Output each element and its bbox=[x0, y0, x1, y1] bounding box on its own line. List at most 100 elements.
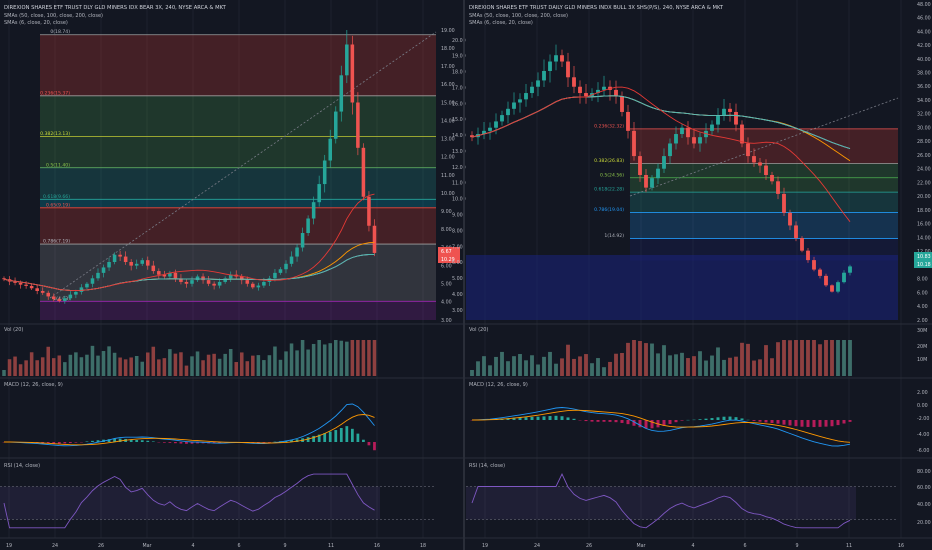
candle-body[interactable] bbox=[112, 254, 117, 262]
candle-body[interactable] bbox=[770, 175, 774, 182]
candle-body[interactable] bbox=[638, 156, 642, 175]
candle-body[interactable] bbox=[90, 278, 95, 284]
candle-body[interactable] bbox=[201, 276, 205, 281]
candle-body[interactable] bbox=[830, 285, 834, 292]
candle-body[interactable] bbox=[24, 284, 28, 286]
candle-body[interactable] bbox=[339, 75, 344, 112]
candle-body[interactable] bbox=[40, 291, 45, 293]
candle-body[interactable] bbox=[118, 254, 122, 257]
candle-body[interactable] bbox=[494, 121, 498, 128]
candle-body[interactable] bbox=[322, 160, 327, 185]
candle-body[interactable] bbox=[740, 124, 744, 144]
candle-body[interactable] bbox=[372, 225, 377, 253]
candle-body[interactable] bbox=[63, 298, 67, 301]
candle-body[interactable] bbox=[752, 156, 756, 163]
candle-body[interactable] bbox=[470, 135, 474, 138]
candle-body[interactable] bbox=[350, 44, 355, 103]
candle-body[interactable] bbox=[746, 143, 750, 157]
candle-body[interactable] bbox=[554, 55, 558, 62]
candle-body[interactable] bbox=[548, 61, 552, 71]
candle-body[interactable] bbox=[536, 80, 540, 87]
candle-body[interactable] bbox=[668, 143, 672, 157]
candle-body[interactable] bbox=[662, 156, 666, 169]
candle-body[interactable] bbox=[262, 281, 266, 286]
candle-body[interactable] bbox=[18, 282, 23, 285]
candle-body[interactable] bbox=[578, 86, 582, 94]
candle-body[interactable] bbox=[674, 134, 678, 144]
candle-body[interactable] bbox=[614, 89, 618, 97]
candle-body[interactable] bbox=[145, 260, 150, 266]
candle-body[interactable] bbox=[806, 250, 810, 261]
candle-body[interactable] bbox=[85, 283, 89, 288]
candle-body[interactable] bbox=[728, 108, 732, 112]
candle-body[interactable] bbox=[223, 278, 227, 282]
candle-body[interactable] bbox=[306, 218, 310, 234]
candle-body[interactable] bbox=[500, 115, 504, 122]
candle-body[interactable] bbox=[107, 262, 111, 268]
candle-body[interactable] bbox=[596, 89, 600, 94]
candle-body[interactable] bbox=[812, 260, 816, 270]
candle-body[interactable] bbox=[74, 291, 78, 295]
candle-body[interactable] bbox=[345, 44, 349, 76]
candle-body[interactable] bbox=[584, 93, 588, 97]
candle-body[interactable] bbox=[722, 108, 726, 116]
candle-body[interactable] bbox=[512, 102, 516, 109]
candle-body[interactable] bbox=[190, 280, 194, 284]
candle-body[interactable] bbox=[650, 178, 654, 188]
candle-body[interactable] bbox=[656, 168, 660, 179]
candle-body[interactable] bbox=[626, 111, 630, 131]
candle-body[interactable] bbox=[129, 262, 133, 266]
candle-body[interactable] bbox=[317, 184, 321, 203]
candle-body[interactable] bbox=[716, 115, 720, 125]
candle-body[interactable] bbox=[518, 99, 522, 103]
candle-body[interactable] bbox=[273, 272, 277, 279]
candle-body[interactable] bbox=[157, 271, 161, 275]
candle-body[interactable] bbox=[206, 280, 211, 284]
candle-body[interactable] bbox=[51, 296, 56, 300]
candle-body[interactable] bbox=[530, 86, 534, 94]
candle-body[interactable] bbox=[140, 260, 145, 264]
candle-body[interactable] bbox=[836, 282, 840, 292]
candle-body[interactable] bbox=[256, 285, 261, 288]
candle-body[interactable] bbox=[46, 292, 51, 297]
candle-body[interactable] bbox=[758, 162, 762, 166]
candle-body[interactable] bbox=[824, 275, 828, 286]
candle-body[interactable] bbox=[101, 267, 106, 273]
candle-body[interactable] bbox=[151, 265, 156, 272]
candle-body[interactable] bbox=[179, 278, 183, 282]
candle-body[interactable] bbox=[228, 274, 233, 279]
candle-body[interactable] bbox=[68, 294, 73, 299]
candle-body[interactable] bbox=[79, 287, 84, 292]
candle-body[interactable] bbox=[542, 70, 546, 81]
candle-body[interactable] bbox=[333, 111, 338, 139]
candle-body[interactable] bbox=[788, 212, 792, 226]
candle-body[interactable] bbox=[217, 281, 222, 286]
candle-body[interactable] bbox=[620, 96, 624, 112]
candle-body[interactable] bbox=[842, 272, 846, 283]
candle-body[interactable] bbox=[680, 127, 684, 135]
candle-body[interactable] bbox=[632, 130, 636, 157]
candle-body[interactable] bbox=[328, 138, 333, 161]
candle-body[interactable] bbox=[710, 124, 714, 131]
candle-body[interactable] bbox=[29, 285, 34, 289]
right-chart[interactable]: 0.236(32.32) 0.382(26.83) 0.5(24.56) 0.618(… bbox=[452, 0, 932, 549]
candle-body[interactable] bbox=[482, 130, 486, 135]
candle-body[interactable] bbox=[602, 86, 606, 90]
candle-body[interactable] bbox=[96, 272, 100, 279]
candle-body[interactable] bbox=[212, 283, 216, 286]
candle-body[interactable] bbox=[488, 127, 492, 131]
candle-body[interactable] bbox=[572, 77, 576, 87]
candle-body[interactable] bbox=[776, 181, 780, 194]
candle-body[interactable] bbox=[698, 137, 702, 144]
candle-body[interactable] bbox=[818, 269, 822, 276]
candle-body[interactable] bbox=[123, 256, 128, 262]
candle-body[interactable] bbox=[764, 165, 768, 175]
candle-body[interactable] bbox=[311, 202, 316, 219]
left-chart[interactable]: 0(18.74) 0.236(15.37) 0.382(13.13) 0.5(11.4… bbox=[0, 0, 475, 549]
candle-body[interactable] bbox=[300, 233, 305, 248]
candle-body[interactable] bbox=[295, 247, 299, 257]
candle-body[interactable] bbox=[278, 269, 283, 273]
candle-body[interactable] bbox=[782, 193, 786, 213]
candle-body[interactable] bbox=[245, 280, 250, 284]
